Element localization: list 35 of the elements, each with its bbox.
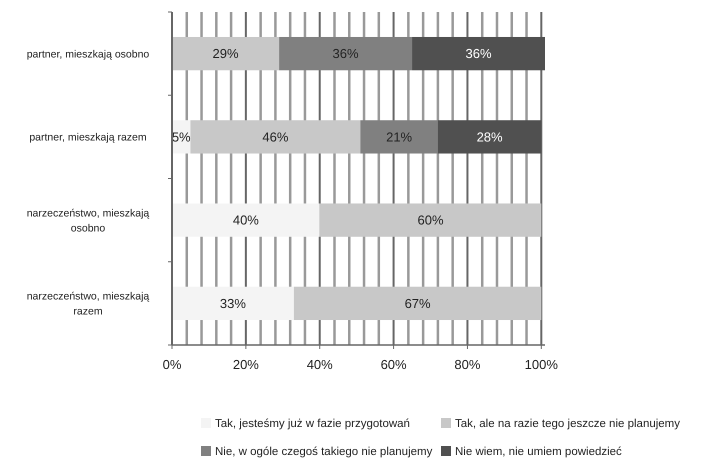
data-label: 36%: [332, 46, 360, 62]
bar: [294, 286, 542, 320]
bar: [320, 203, 542, 237]
data-label: 5%: [172, 129, 192, 144]
x-tick-label: 80%: [454, 357, 481, 372]
data-label: 40%: [232, 212, 260, 228]
data-label: 21%: [386, 129, 413, 144]
data-label: 29%: [212, 46, 239, 62]
data-label: 46%: [262, 129, 289, 144]
x-tick-label: 60%: [380, 357, 408, 372]
legend-label: Nie wiem, nie umiem powiedzieć: [455, 446, 622, 458]
data-label: 36%: [466, 46, 492, 62]
data-label: 33%: [220, 296, 246, 311]
x-tick-label: 100%: [524, 357, 558, 372]
y-tick-label: partner, mieszkają osobno: [26, 48, 150, 60]
bar: [438, 120, 542, 154]
y-tick-label: partner, mieszkają razem: [29, 132, 147, 144]
bar: [190, 120, 360, 154]
bar: [360, 120, 438, 154]
bar: [412, 36, 545, 70]
bar: [172, 286, 294, 320]
data-label: 60%: [418, 212, 444, 228]
x-tick-label: 0%: [162, 357, 182, 372]
y-tick-label: narzeczeństwo, mieszkają razem: [26, 290, 150, 318]
data-label: 28%: [476, 129, 504, 144]
bar: [172, 203, 320, 237]
bar: [279, 36, 412, 70]
legend-label: Nie, w ogóle czegoś takiego nie planujemy: [215, 446, 433, 458]
x-tick-label: 40%: [306, 357, 334, 372]
x-tick-label: 20%: [232, 357, 260, 372]
legend-label: Tak, ale na razie tego jeszcze nie planujemy: [455, 418, 680, 430]
y-tick-label: narzeczeństwo, mieszkają osobno: [26, 207, 150, 234]
data-label: 67%: [404, 296, 432, 311]
bar: [172, 36, 280, 70]
legend-label: Tak, jesteśmy już w fazie przygotowań: [215, 418, 410, 430]
